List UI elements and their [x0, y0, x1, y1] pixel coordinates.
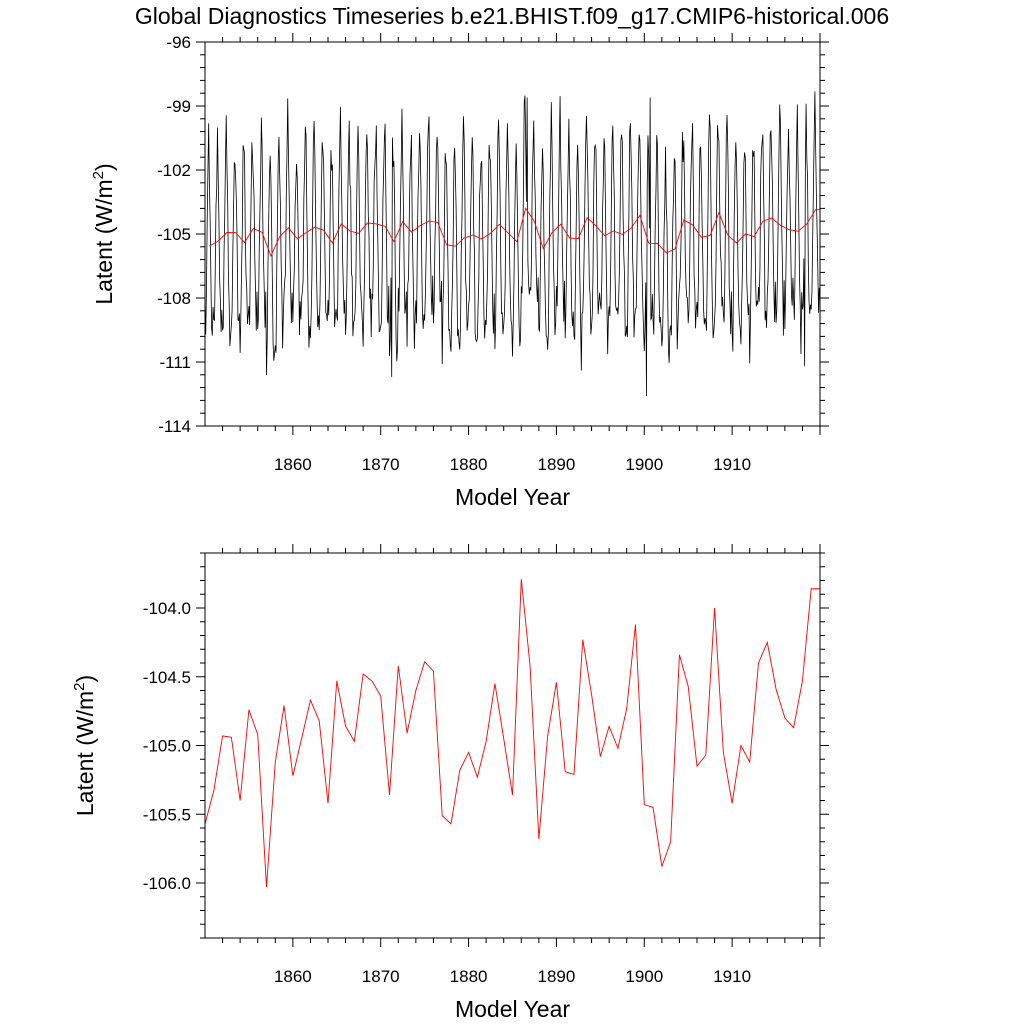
x-tick-label: 1900 [625, 455, 663, 474]
y-tick-label: -114 [158, 417, 191, 436]
x-tick-label: 1890 [538, 455, 576, 474]
y-axis-title-close: ) [72, 675, 98, 683]
monthly-panel: 1860 1870 1880 1890 1900 1910 -114 -111 -108 -105… [90, 33, 829, 510]
x-tick-label: 1860 [274, 455, 312, 474]
y-tick-label: -104.0 [143, 599, 191, 618]
x-tick-label: 1870 [362, 455, 400, 474]
x-axis-title: Model Year [455, 484, 570, 510]
y-axis-title-close: ) [91, 163, 117, 171]
plot-area [205, 579, 820, 888]
y-tick-label: -105 [157, 225, 191, 244]
y-tick-label: -99 [166, 97, 191, 116]
y-axis-title-superscript: 2 [71, 683, 88, 691]
y-axis-title-text: Latent (W/m [72, 691, 98, 816]
monthly-series-line [205, 91, 820, 397]
y-tick-label: -105.0 [143, 737, 191, 756]
plot-area [205, 91, 820, 397]
y-tick-label: -102 [157, 161, 191, 180]
annual-series-line [205, 579, 820, 888]
y-tick-label: -106.0 [143, 874, 191, 893]
x-tick-label: 1910 [713, 967, 751, 986]
x-tick-label: 1870 [362, 967, 400, 986]
x-axis-title: Model Year [455, 996, 570, 1022]
x-tick-label: 1910 [713, 455, 751, 474]
y-tick-label: -105.5 [143, 805, 191, 824]
annual-mean-overlay-line [209, 207, 820, 258]
figure-title: Global Diagnostics Timeseries b.e21.BHIS… [135, 3, 889, 29]
y-axis-title: Latent (W/m2) [90, 163, 117, 304]
x-tick-label: 1880 [450, 455, 488, 474]
y-tick-label: -108 [157, 289, 191, 308]
x-tick-label: 1900 [625, 967, 663, 986]
y-tick-label: -111 [159, 353, 191, 372]
y-axis-title: Latent (W/m2) [71, 675, 98, 816]
y-axis-title-superscript: 2 [90, 171, 107, 179]
y-tick-label: -104.5 [143, 668, 191, 687]
annual-panel: 1860 1870 1880 1890 1900 1910 -106.0 -105.5 -105… [71, 544, 829, 1022]
y-tick-label: -96 [166, 33, 191, 52]
x-tick-label: 1890 [538, 967, 576, 986]
x-tick-label: 1860 [274, 967, 312, 986]
y-axis-title-text: Latent (W/m [91, 179, 117, 304]
plot-frame [204, 552, 821, 939]
x-tick-label: 1880 [450, 967, 488, 986]
